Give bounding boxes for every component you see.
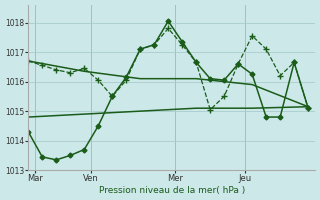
X-axis label: Pression niveau de la mer( hPa ): Pression niveau de la mer( hPa )	[99, 186, 245, 195]
